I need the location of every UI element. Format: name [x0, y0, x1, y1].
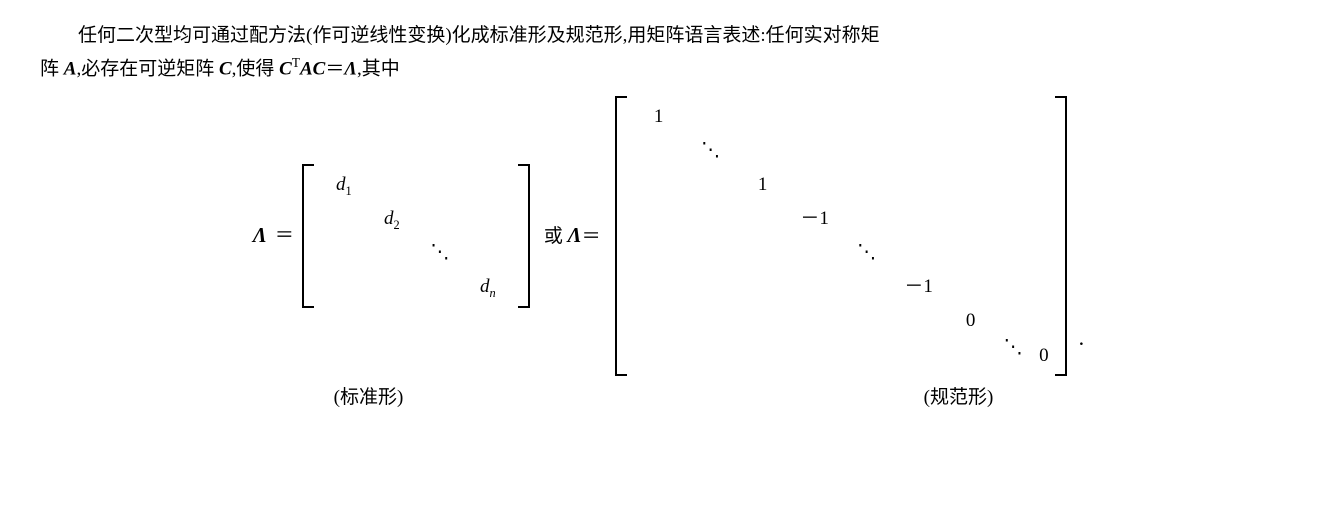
- matrix-standard: d1 d2 ⋱ dn: [302, 164, 530, 308]
- cell-1a: 1: [654, 101, 664, 133]
- text: 任何二次型均可通过配方法(作可逆线性变换)化成标准形及规范形,用矩阵语言表述:任…: [78, 25, 880, 46]
- bracket-right: [1055, 96, 1067, 376]
- cell-d1: d1: [336, 169, 352, 202]
- text: ,必存在可逆矩阵: [76, 59, 219, 80]
- text: ,使得: [232, 59, 280, 80]
- cell-z1: 0: [966, 305, 976, 337]
- matrix-grid: 1 ⋱ 1 －1 ⋱ －1 0 ⋱ 0: [627, 96, 1055, 376]
- label-standard: (标准形): [199, 382, 539, 414]
- cell-m1: －1: [800, 203, 829, 235]
- bracket-left: [615, 96, 627, 376]
- cell-dd3: ⋱: [1004, 332, 1023, 364]
- cell-m2: －1: [904, 271, 933, 303]
- bracket-left: [302, 164, 314, 308]
- text: ,其中: [357, 59, 400, 80]
- matrix-grid: d1 d2 ⋱ dn: [314, 164, 518, 308]
- text-or: 或 Λ＝: [538, 218, 607, 254]
- labels-row: (标准形) (规范形): [40, 382, 1297, 414]
- cell-dd1: ⋱: [701, 135, 720, 167]
- symbol-C: C: [219, 59, 232, 80]
- intro-paragraph: 任何二次型均可通过配方法(作可逆线性变换)化成标准形及规范形,用矩阵语言表述:任…: [40, 20, 1297, 86]
- symbol-A: A: [64, 59, 77, 80]
- matrix-canonical: 1 ⋱ 1 －1 ⋱ －1 0 ⋱ 0: [615, 96, 1067, 376]
- symbol-AC: AC: [300, 59, 325, 80]
- text: 阵: [40, 59, 64, 80]
- Lambda-left: Λ: [253, 218, 267, 254]
- cell-1b: 1: [758, 169, 768, 201]
- cell-dd2: ⋱: [857, 237, 876, 269]
- equals-1: ＝: [275, 220, 294, 252]
- cell-d2: d2: [384, 203, 400, 236]
- cell-z2: 0: [1039, 340, 1049, 372]
- label-canonical: (规范形): [699, 382, 1219, 414]
- cell-dn: dn: [480, 271, 496, 304]
- full-stop: .: [1075, 319, 1085, 376]
- symbol-Ct: C: [279, 59, 292, 80]
- cell-ddots: ⋱: [430, 237, 449, 269]
- bracket-right: [518, 164, 530, 308]
- transpose-T: T: [292, 55, 300, 70]
- equation-row: Λ ＝ d1 d2 ⋱ dn 或 Λ＝ 1 ⋱ 1 －1 ⋱ －1 0 ⋱ 0 …: [40, 96, 1297, 376]
- symbol-Lambda: Λ: [344, 59, 357, 80]
- equals: ＝: [325, 59, 344, 80]
